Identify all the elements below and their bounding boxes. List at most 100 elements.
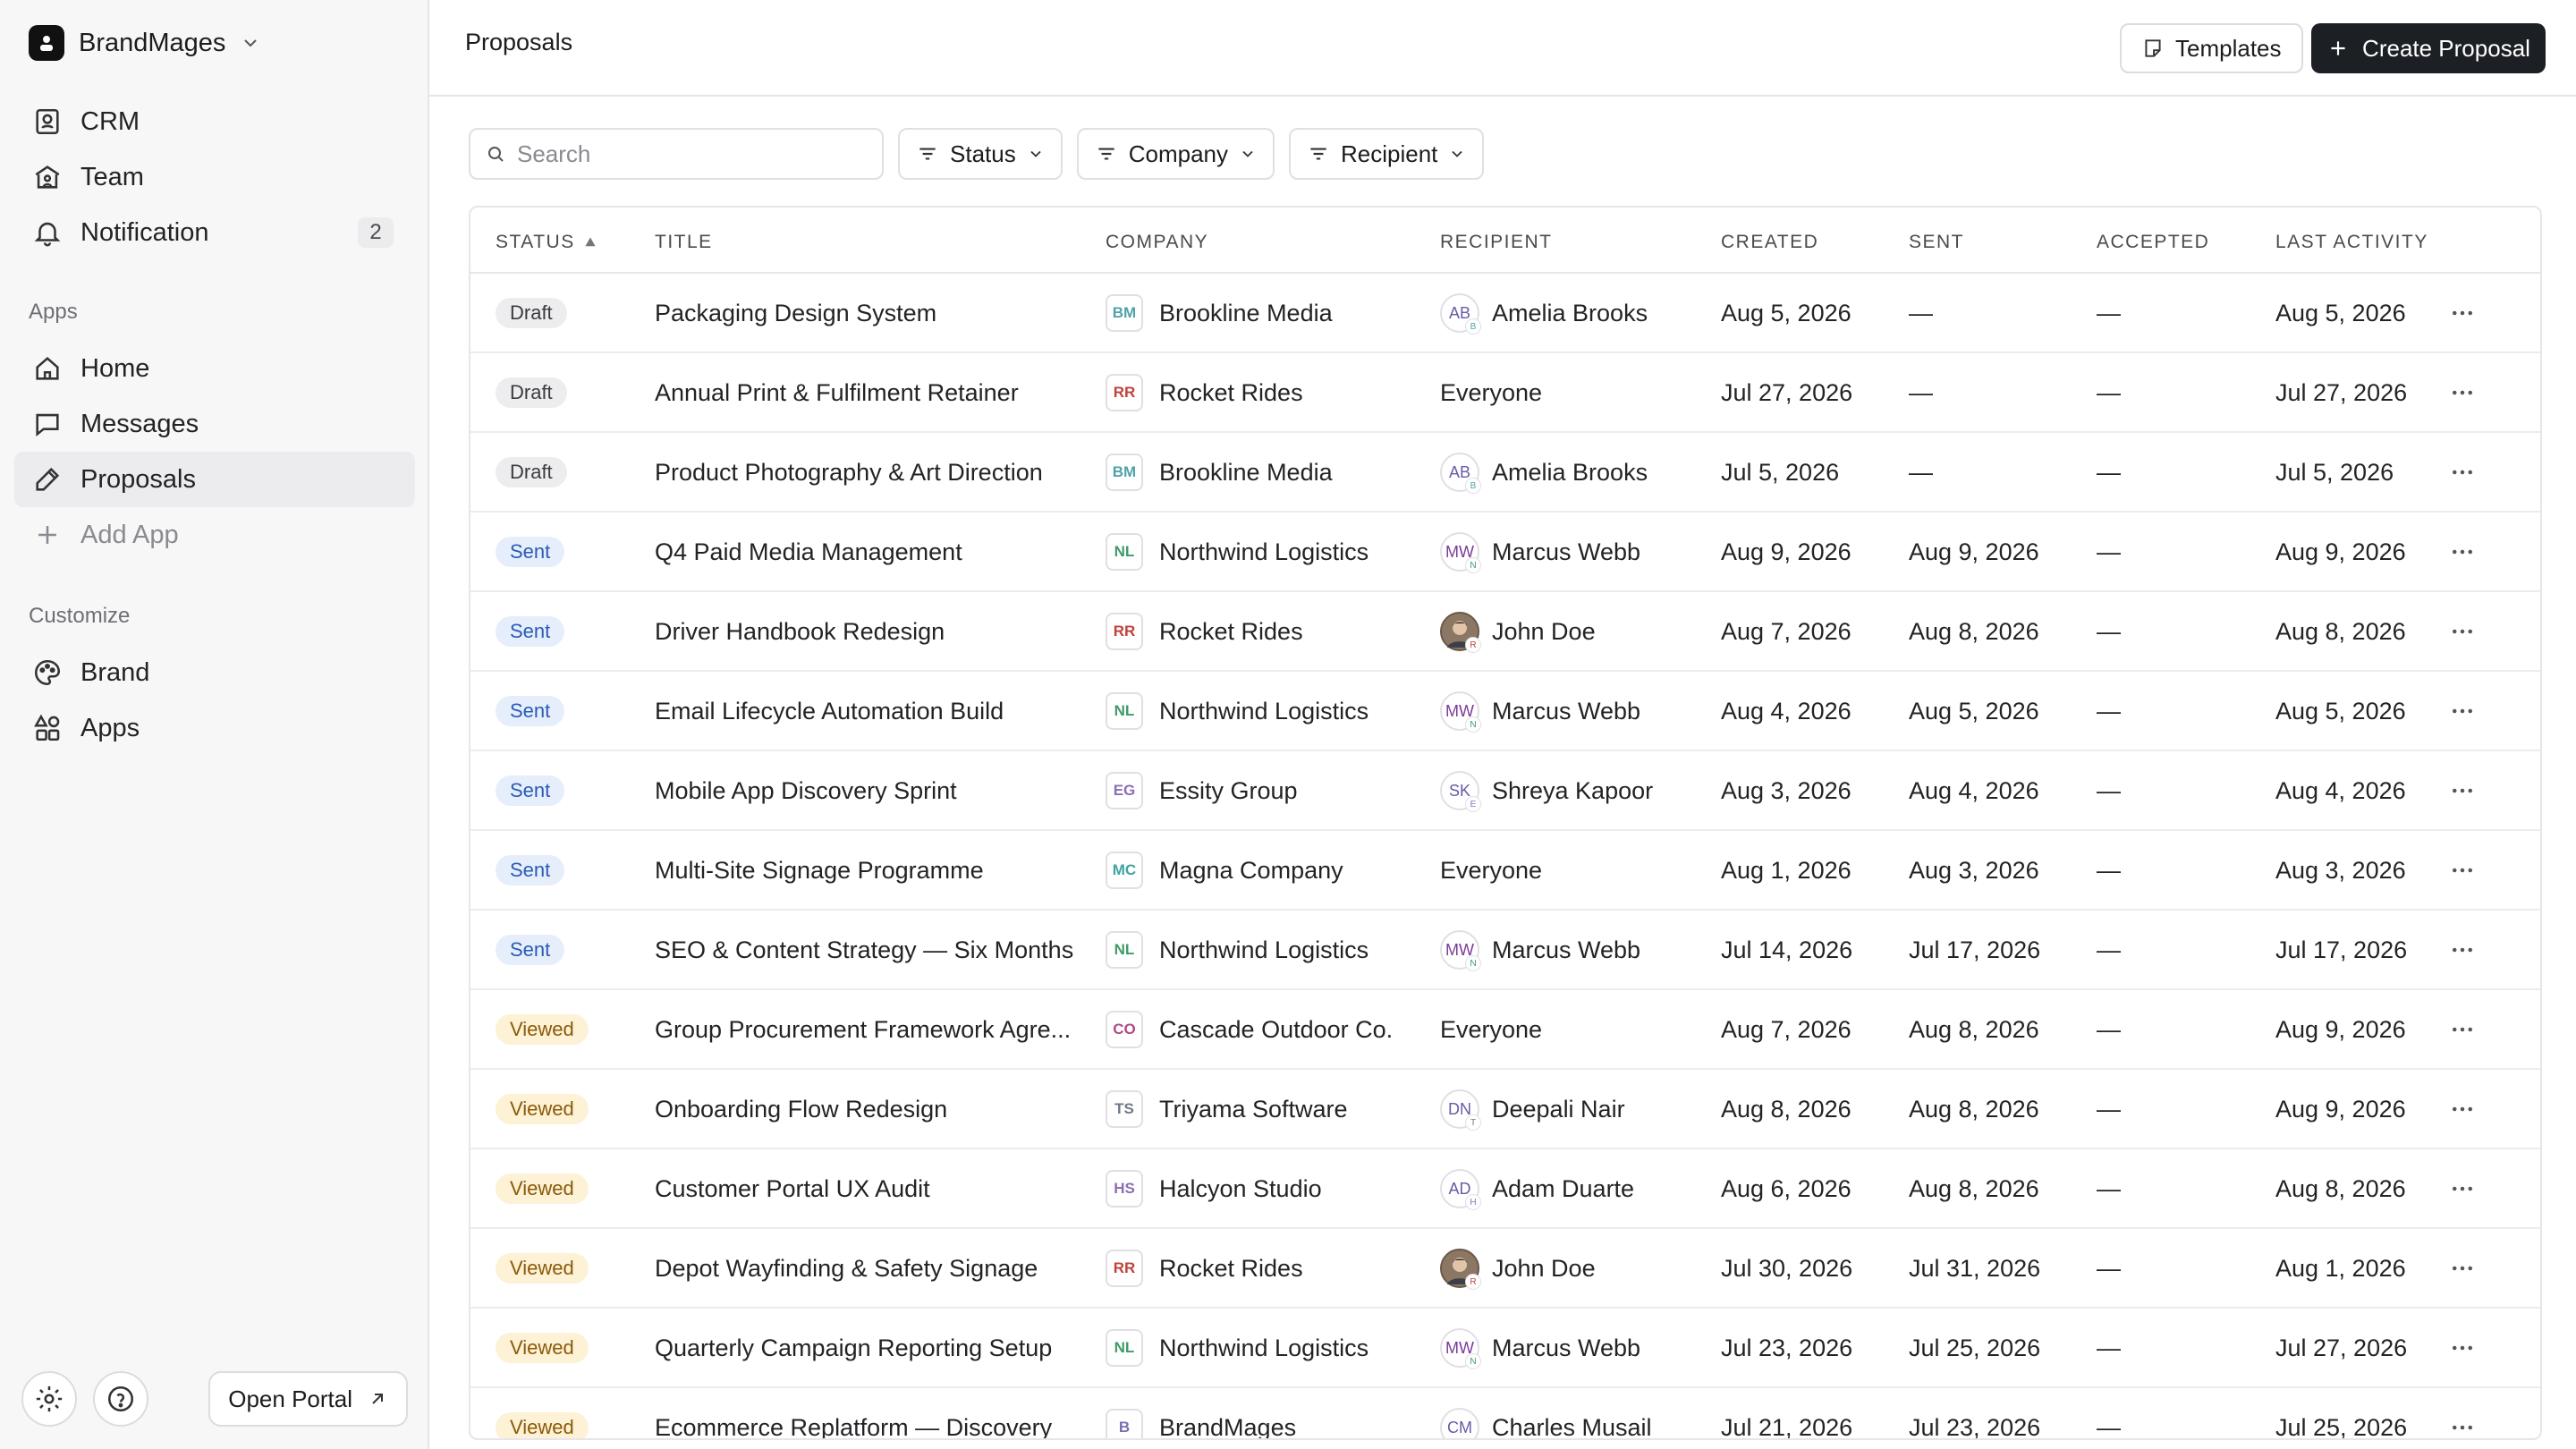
recipient-name: Shreya Kapoor [1492,776,1654,804]
status-cell: Draft [496,274,567,352]
sidebar-item-home[interactable]: Home [14,341,415,396]
row-more-button[interactable] [2449,1309,2476,1387]
title-cell[interactable]: Q4 Paid Media Management [655,513,1084,591]
title-cell[interactable]: SEO & Content Strategy — Six Months [655,911,1084,989]
sidebar-item-messages[interactable]: Messages [14,396,415,452]
company-name: Magna Company [1159,856,1343,884]
row-more-button[interactable] [2449,1229,2476,1308]
row-more-button[interactable] [2449,911,2476,989]
column-header-company[interactable]: COMPANY [1106,232,1209,252]
title-cell[interactable]: Driver Handbook Redesign [655,592,1084,671]
last-activity-date: Jul 27, 2026 [2275,1334,2408,1361]
row-more-button[interactable] [2449,274,2476,352]
column-header-status[interactable]: STATUS [496,232,597,253]
title-cell[interactable]: Onboarding Flow Redesign [655,1070,1084,1148]
title-cell[interactable]: Multi-Site Signage Programme [655,831,1084,910]
row-more-button[interactable] [2449,831,2476,910]
company-filter-button[interactable]: Company [1076,128,1275,180]
company-name: Essity Group [1159,776,1298,804]
title-cell[interactable]: Depot Wayfinding & Safety Signage [655,1229,1084,1308]
accepted-date: — [2097,776,2121,804]
avatar-initials: AB [1448,462,1470,481]
last-activity-date: Aug 8, 2026 [2275,617,2406,645]
create-proposal-button[interactable]: Create Proposal [2311,23,2546,73]
settings-button[interactable] [21,1371,77,1427]
avatar: SK E [1440,771,1481,812]
sidebar-item-notification[interactable]: Notification 2 [14,205,415,260]
title-cell[interactable]: Customer Portal UX Audit [655,1149,1084,1228]
created-date: Aug 6, 2026 [1721,1174,1852,1202]
company-name: Rocket Rides [1159,617,1303,645]
title-cell[interactable]: Packaging Design System [655,274,1084,352]
row-more-button[interactable] [2449,751,2476,830]
table-row[interactable]: Viewed Depot Wayfinding & Safety Signage R… [470,1229,2540,1309]
column-header-title[interactable]: TITLE [655,232,713,252]
avatar: AD H [1440,1169,1481,1210]
column-header-created[interactable]: CREATED [1721,232,1819,252]
status-cell: Sent [496,831,565,910]
title-cell[interactable]: Ecommerce Replatform — Discovery [655,1388,1084,1439]
sidebar-item-add-app[interactable]: Add App [14,507,415,563]
status-filter-button[interactable]: Status [898,128,1063,180]
status-badge: Viewed [496,1412,589,1438]
table-row[interactable]: Viewed Group Procurement Framework Agre..… [470,990,2540,1070]
last-activity-date: Aug 8, 2026 [2275,1174,2406,1202]
table-row[interactable]: Draft Product Photography & Art Direction… [470,433,2540,513]
recipient-name: Deepali Nair [1492,1095,1625,1123]
table-row[interactable]: Sent Multi-Site Signage Programme MC Magna … [470,831,2540,911]
row-more-button[interactable] [2449,990,2476,1069]
avatar-initials: SK [1448,781,1470,800]
search-input[interactable] [517,140,857,168]
table-row[interactable]: Sent SEO & Content Strategy — Six Months N… [470,911,2540,990]
accepted-date: — [2097,378,2121,406]
column-header-last-activity[interactable]: LAST ACTIVITY [2275,232,2428,252]
table-row[interactable]: Draft Packaging Design System BM Brookline … [470,274,2540,353]
row-more-button[interactable] [2449,433,2476,512]
column-header-accepted[interactable]: ACCEPTED [2097,232,2210,252]
created-date: Aug 5, 2026 [1721,299,1852,326]
table-row[interactable]: Viewed Quarterly Campaign Reporting Setup… [470,1309,2540,1388]
row-more-button[interactable] [2449,672,2476,750]
row-more-button[interactable] [2449,353,2476,432]
title-cell[interactable]: Mobile App Discovery Sprint [655,751,1084,830]
row-more-button[interactable] [2449,592,2476,671]
title-cell[interactable]: Product Photography & Art Direction [655,433,1084,512]
table-row[interactable]: Sent Driver Handbook Redesign RR Rocket Rid… [470,592,2540,672]
table-row[interactable]: Sent Q4 Paid Media Management NL Northwind … [470,513,2540,592]
column-header-recipient[interactable]: RECIPIENT [1440,232,1553,252]
row-more-button[interactable] [2449,1070,2476,1148]
last-activity-date: Aug 5, 2026 [2275,697,2406,724]
sent-date: Aug 8, 2026 [1909,1174,2039,1202]
sidebar-item-proposals[interactable]: Proposals [14,452,415,507]
table-row[interactable]: Viewed Onboarding Flow Redesign TS Triyama … [470,1070,2540,1149]
table-row[interactable]: Sent Email Lifecycle Automation Build NL No… [470,672,2540,751]
row-more-button[interactable] [2449,1388,2476,1438]
company-mini-badge: B [1465,318,1481,335]
help-button[interactable] [93,1371,148,1427]
proposal-title: SEO & Content Strategy — Six Months [655,936,1074,963]
title-cell[interactable]: Group Procurement Framework Agre... [655,990,1084,1069]
table-row[interactable]: Viewed Ecommerce Replatform — Discovery B B… [470,1388,2540,1439]
title-cell[interactable]: Email Lifecycle Automation Build [655,672,1084,750]
proposal-title: Annual Print & Fulfilment Retainer [655,378,1019,406]
more-horizontal-icon [2453,1266,2472,1271]
sidebar-item-crm[interactable]: CRM [14,94,415,149]
table-row[interactable]: Sent Mobile App Discovery Sprint EG Essity … [470,751,2540,831]
more-horizontal-icon [2453,947,2472,953]
recipient-filter-button[interactable]: Recipient [1289,128,1485,180]
status-filter-label: Status [950,140,1016,167]
sidebar-item-apps[interactable]: Apps [14,700,415,756]
row-more-button[interactable] [2449,1149,2476,1228]
table-row[interactable]: Viewed Customer Portal UX Audit HS Halcyon … [470,1149,2540,1229]
sidebar-item-team[interactable]: Team [14,149,415,205]
title-cell[interactable]: Annual Print & Fulfilment Retainer [655,353,1084,432]
column-header-sent[interactable]: SENT [1909,232,1965,252]
workspace-switcher[interactable]: BrandMages [29,23,261,63]
open-portal-button[interactable]: Open Portal [208,1371,408,1427]
sidebar-item-label: Team [80,162,144,191]
templates-button[interactable]: Templates [2120,23,2303,73]
title-cell[interactable]: Quarterly Campaign Reporting Setup [655,1309,1084,1387]
sidebar-item-brand[interactable]: Brand [14,645,415,700]
row-more-button[interactable] [2449,513,2476,591]
table-row[interactable]: Draft Annual Print & Fulfilment Retainer R… [470,353,2540,433]
